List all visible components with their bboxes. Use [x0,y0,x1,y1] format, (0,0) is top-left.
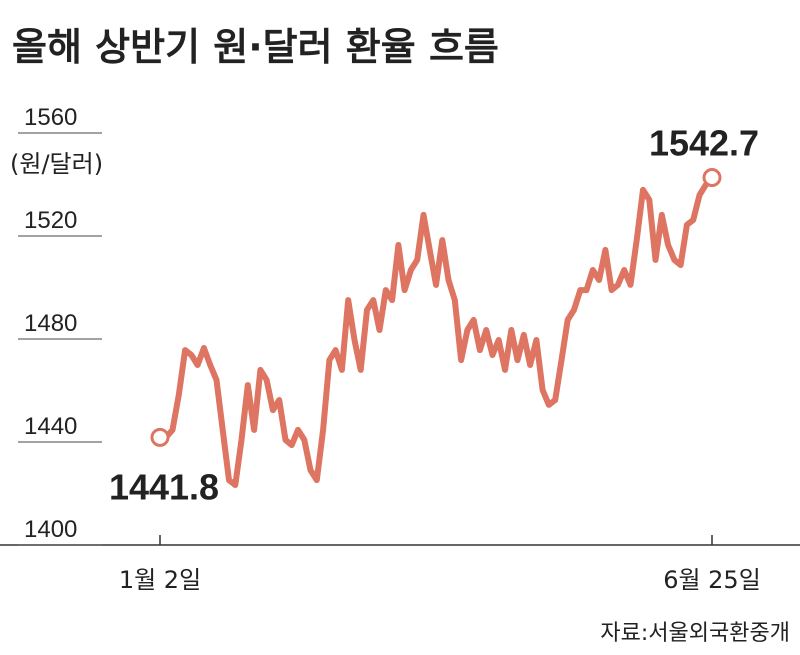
y-tick-label: 1480 [24,310,77,337]
y-tick-label: 1440 [24,413,77,440]
y-tick-label: 1520 [24,207,77,234]
end-point [150,427,170,447]
y-unit: (원/달러) [10,150,103,178]
data-label: 1441.8 [109,466,219,507]
y-tick-label: 1560 [24,104,77,131]
y-tick-label: 1400 [24,516,77,543]
source: 자료:서울외국환중개 [600,621,790,646]
end-point [702,168,722,188]
chart-title: 올해 상반기 원·달러 환율 흐름 [12,25,499,69]
line [157,174,715,488]
data-label: 1542.7 [649,123,759,164]
x-tick-label: 6월 25일 [663,566,761,594]
x-tick-label: 1월 2일 [119,566,201,594]
